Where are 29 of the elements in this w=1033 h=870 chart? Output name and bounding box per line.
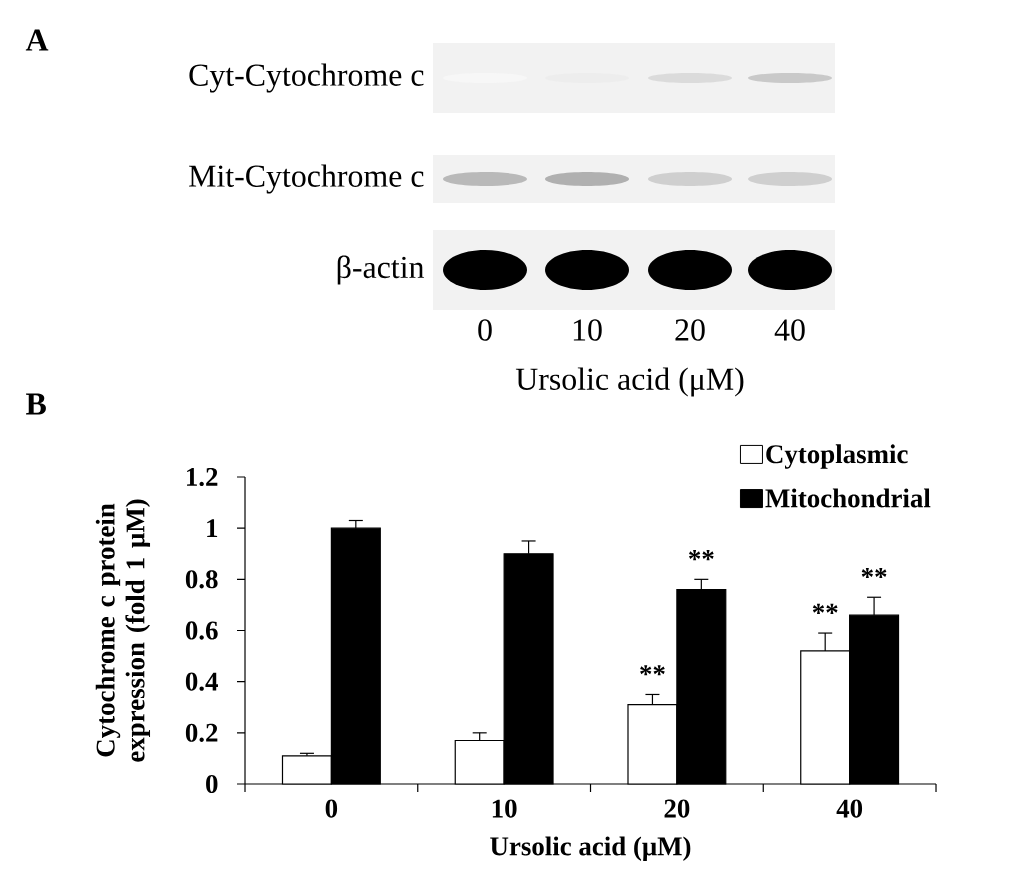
text: A [25, 29, 49, 51]
annotation: ** [812, 603, 838, 614]
annotation: ** [688, 550, 714, 561]
text: 10 [573, 319, 602, 341]
legend-label: Cytoplasmic [766, 444, 908, 469]
y-tick-label: 0.2 [185, 723, 218, 742]
annotation: ** [640, 665, 665, 676]
x-tick-label: 0 [325, 799, 338, 818]
text: 40 [774, 319, 805, 341]
text: 20 [675, 319, 705, 341]
text: 0 [478, 319, 492, 341]
x-tick-label: 10 [492, 799, 517, 818]
annotation: ** [861, 567, 887, 579]
text: Mit-Cytochrome c [189, 164, 424, 194]
y-axis-title: Cytochrome c protein expression (fold 1 μM) [95, 499, 151, 762]
text: Ursolic acid (μM) [515, 367, 744, 397]
y-tick-label: 1 [207, 519, 218, 538]
y-tick-label: 0.4 [185, 672, 218, 691]
text: β-actin [337, 255, 425, 285]
y-tick-label: 0 [206, 774, 218, 794]
y-tick-label: 0.6 [185, 621, 218, 640]
legend-label: Mitochondrial [765, 488, 931, 508]
y-tick-label: 1.2 [187, 467, 218, 487]
x-tick-label: 20 [664, 799, 690, 818]
x-axis-title: Ursolic acid (μM) [490, 836, 691, 861]
chart-title: B [26, 393, 46, 415]
text: Cyt-Cytochrome c [189, 63, 424, 93]
y-tick-label: 0.8 [185, 570, 218, 589]
x-tick-label: 40 [836, 799, 863, 818]
